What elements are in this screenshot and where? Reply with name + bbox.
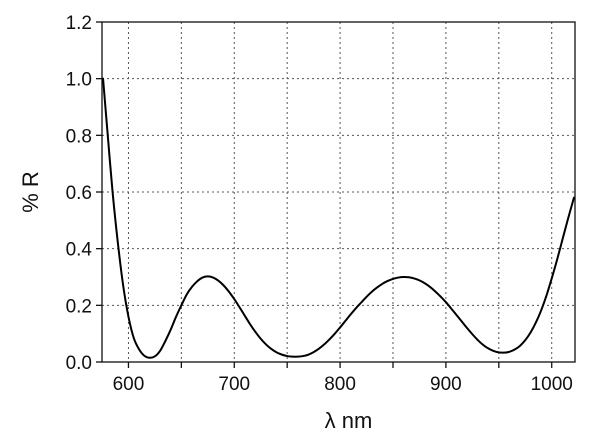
x-tick-labels: 600 700 800 900 1000 bbox=[113, 374, 573, 395]
x-tick-label: 1000 bbox=[531, 374, 573, 395]
x-tick-label: 900 bbox=[430, 374, 462, 395]
y-tick-labels: 0.0 0.2 0.4 0.6 0.8 1.0 1.2 bbox=[66, 13, 93, 374]
y-tick-label: 1.0 bbox=[66, 70, 92, 91]
series bbox=[102, 77, 575, 359]
y-tick-label: 0.8 bbox=[66, 126, 92, 147]
x-axis-label: λ nm bbox=[325, 408, 373, 433]
y-tick-label: 0.6 bbox=[66, 183, 92, 204]
x-tick-label: 800 bbox=[324, 374, 356, 395]
y-tick-label: 0.0 bbox=[66, 353, 92, 374]
grid bbox=[102, 21, 575, 362]
y-tick-label: 0.4 bbox=[66, 240, 93, 261]
y-axis-label: % R bbox=[18, 171, 43, 213]
reflectance-series-line bbox=[102, 77, 575, 359]
axis-ticks bbox=[96, 21, 553, 368]
x-tick-label: 600 bbox=[113, 374, 145, 395]
x-tick-label: 700 bbox=[218, 374, 250, 395]
plot-frame bbox=[101, 21, 576, 363]
y-tick-label: 0.2 bbox=[66, 296, 92, 317]
y-tick-label: 1.2 bbox=[66, 13, 92, 34]
